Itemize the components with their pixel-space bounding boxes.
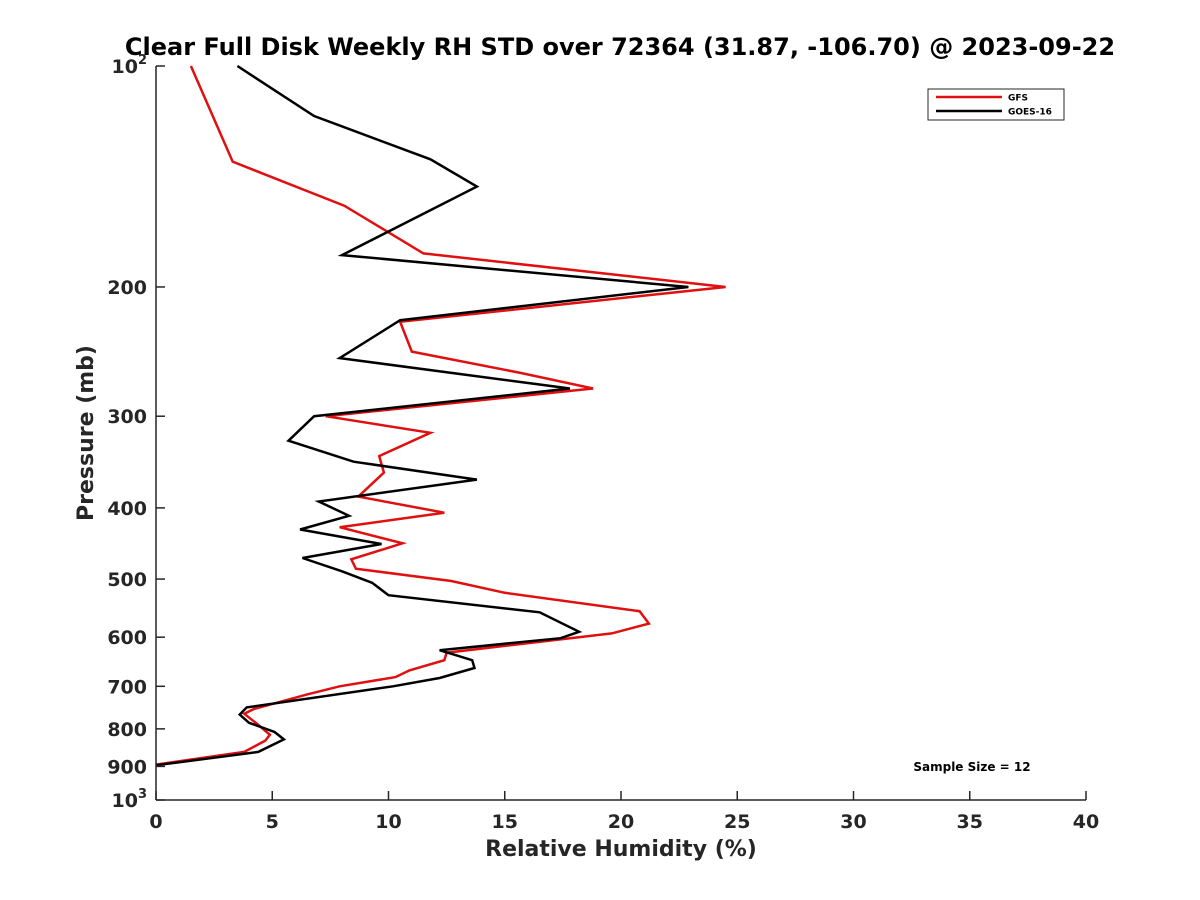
x-tick-label: 5 [266, 811, 279, 833]
x-tick-label: 0 [149, 811, 162, 833]
series-line-goes-16 [155, 64, 689, 767]
y-tick-label: 500 [107, 569, 147, 591]
plot-background [156, 66, 1086, 800]
y-tick-label: 600 [107, 627, 147, 649]
x-tick-label: 35 [957, 811, 983, 833]
y-tick-label: 700 [107, 676, 147, 698]
y-tick-label: 300 [107, 406, 147, 428]
y-tick-label: 200 [107, 277, 147, 299]
plot-area: 0 5 10 15 20 25 30 35 40 10220030040050060070080… [107, 53, 1099, 833]
x-tick-label: 40 [1073, 811, 1099, 833]
series-line-gfs [155, 65, 726, 766]
x-tick-label: 30 [840, 811, 866, 833]
legend-box [927, 88, 1065, 121]
x-axis-ticks: 0 5 10 15 20 25 30 35 40 [149, 791, 1099, 833]
legend: GFS GOES-16 [927, 88, 1065, 121]
y-axis-label: Pressure (mb) [74, 345, 99, 521]
y-tick-label: 900 [107, 756, 147, 778]
chart-title: Clear Full Disk Weekly RH STD over 72364… [125, 33, 1115, 61]
x-tick-label: 20 [608, 811, 634, 833]
x-tick-label: 10 [375, 811, 401, 833]
y-tick-label: 400 [107, 498, 147, 520]
x-tick-label: 25 [724, 811, 750, 833]
legend-label-goes-16: GOES-16 [1008, 108, 1052, 118]
x-tick-label: 15 [492, 811, 518, 833]
y-tick-label: 800 [107, 719, 147, 741]
legend-label-gfs: GFS [1008, 94, 1028, 104]
x-axis-label: Relative Humidity (%) [485, 837, 757, 862]
series-layer [155, 64, 726, 767]
sample-size-annotation: Sample Size = 12 [913, 760, 1030, 774]
